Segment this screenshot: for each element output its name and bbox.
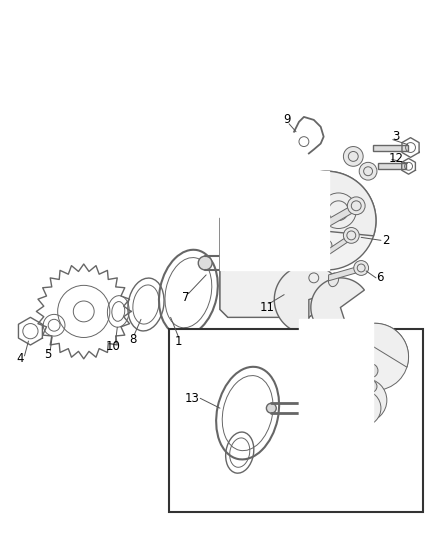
- Polygon shape: [304, 339, 369, 418]
- Text: 7: 7: [182, 291, 189, 304]
- Circle shape: [277, 171, 376, 270]
- Text: 8: 8: [129, 333, 137, 345]
- Polygon shape: [220, 211, 319, 317]
- Text: 13: 13: [185, 392, 200, 405]
- Ellipse shape: [266, 403, 276, 413]
- Text: 12: 12: [388, 152, 403, 165]
- Text: 10: 10: [106, 341, 121, 353]
- Polygon shape: [220, 211, 319, 317]
- Polygon shape: [328, 265, 363, 281]
- Ellipse shape: [347, 197, 365, 215]
- Polygon shape: [324, 202, 358, 230]
- Ellipse shape: [354, 261, 369, 276]
- Text: 4: 4: [17, 352, 24, 365]
- Circle shape: [359, 163, 377, 180]
- Polygon shape: [274, 265, 342, 334]
- Circle shape: [335, 370, 370, 406]
- Text: 11: 11: [260, 301, 275, 314]
- Circle shape: [343, 147, 363, 166]
- Circle shape: [365, 381, 377, 392]
- Text: 1: 1: [175, 335, 182, 348]
- Bar: [220, 171, 328, 270]
- Circle shape: [364, 364, 378, 377]
- Polygon shape: [342, 324, 409, 390]
- Ellipse shape: [321, 240, 332, 256]
- Polygon shape: [373, 144, 408, 151]
- Ellipse shape: [343, 228, 359, 243]
- Text: 2: 2: [382, 234, 390, 247]
- Text: 6: 6: [376, 271, 384, 284]
- Ellipse shape: [328, 273, 339, 287]
- Ellipse shape: [198, 256, 212, 270]
- Circle shape: [343, 378, 387, 422]
- Text: 9: 9: [283, 114, 291, 126]
- Bar: [299, 319, 373, 438]
- Bar: [299, 374, 370, 453]
- Polygon shape: [304, 339, 369, 418]
- Polygon shape: [311, 278, 364, 337]
- Polygon shape: [324, 232, 353, 258]
- Text: 3: 3: [392, 130, 399, 143]
- Circle shape: [342, 324, 409, 390]
- Polygon shape: [304, 339, 369, 418]
- Polygon shape: [277, 171, 376, 269]
- Circle shape: [346, 390, 381, 426]
- Text: 5: 5: [45, 349, 52, 361]
- Bar: [169, 329, 424, 512]
- Polygon shape: [378, 163, 406, 169]
